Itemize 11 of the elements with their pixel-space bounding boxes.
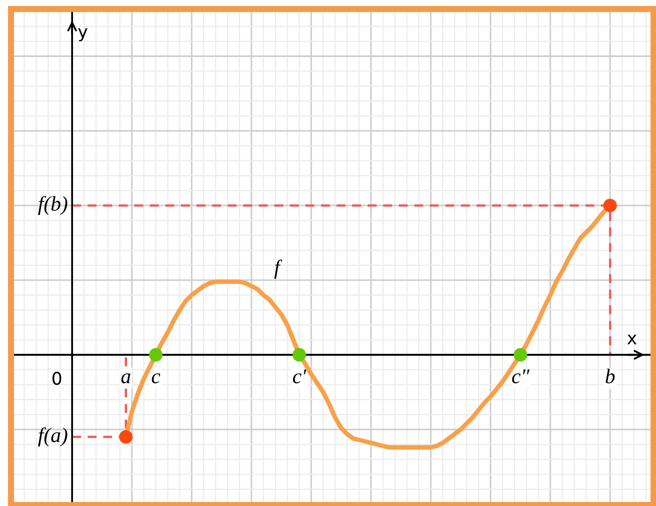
x-axis-title: x <box>627 334 637 344</box>
text: y <box>78 28 88 42</box>
series-label: f(b) <box>38 196 68 216</box>
x-tick-label: b <box>606 368 615 384</box>
x-tick-label: c <box>152 373 160 384</box>
text: 0 <box>52 372 62 385</box>
x-tick-label: a <box>121 373 130 384</box>
x-tick-label: c″ <box>512 370 530 384</box>
series-label: f <box>274 260 282 279</box>
x-tick-label: c′ <box>293 370 306 384</box>
series-label: f(a) <box>38 427 68 446</box>
